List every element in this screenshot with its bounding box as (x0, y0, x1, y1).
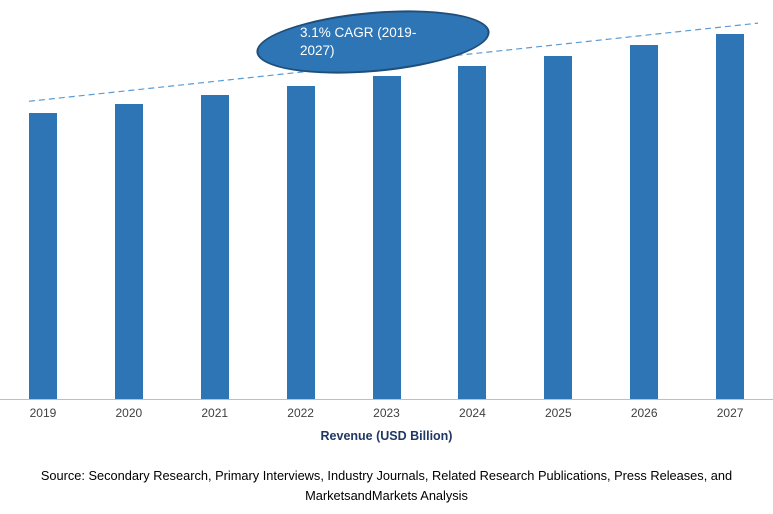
plot-area (0, 0, 773, 400)
bar-cell-2023 (344, 0, 430, 399)
bar-cell-2022 (258, 0, 344, 399)
x-tick-2023: 2023 (373, 406, 400, 420)
x-axis-ticks: 2019 2020 2021 2022 2023 2024 2025 2026 2027 (0, 406, 773, 420)
bar-cell-2025 (515, 0, 601, 399)
bar-2023 (372, 76, 401, 399)
bar-cell-2019 (0, 0, 86, 399)
bar-2024 (458, 66, 487, 399)
x-tick-2019: 2019 (29, 406, 57, 420)
x-tick-2026: 2026 (630, 406, 658, 420)
x-tick-2027: 2027 (716, 406, 744, 420)
x-tick-2022: 2022 (287, 406, 314, 420)
trendline-layer (28, 22, 759, 102)
x-tick-2025: 2025 (544, 406, 572, 420)
bar-2020 (114, 104, 143, 399)
x-tick-2021: 2021 (201, 406, 229, 420)
bar-cell-2020 (86, 0, 172, 399)
bar-2025 (544, 55, 573, 399)
x-tick-2020: 2020 (115, 406, 143, 420)
bar-cell-2024 (429, 0, 515, 399)
x-tick-2024: 2024 (459, 406, 486, 420)
bar-2019 (28, 113, 57, 399)
bar-cell-2026 (601, 0, 687, 399)
source-note: Source: Secondary Research, Primary Inte… (40, 468, 733, 503)
bar-2021 (200, 95, 229, 399)
x-axis-title: Revenue (USD Billion) (320, 429, 453, 443)
bar-cell-2027 (687, 0, 773, 399)
bar-2026 (630, 45, 659, 399)
bar-2022 (286, 85, 315, 399)
cagr-annotation-text: 3.1% CAGR (2019-2027) (299, 24, 417, 58)
bar-cell-2021 (172, 0, 258, 399)
trend-line (28, 22, 759, 102)
bar-2027 (716, 34, 745, 399)
